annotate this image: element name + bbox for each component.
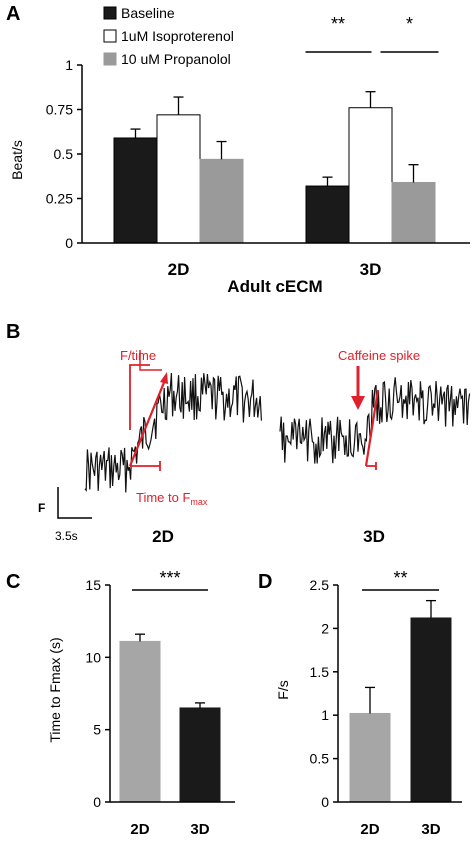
trace-3d [279,377,471,464]
caffeine-arrow-head [351,396,365,410]
slope-line-2d [128,379,167,467]
panel-a-legend: Baseline 1uM Isoproterenol 10 uM Propano… [103,5,234,67]
panel-c-letter: C [6,571,20,593]
panel-c-category-label: 2D [130,821,149,838]
f-time-label: F/time [120,348,156,363]
panel-c-sig-marker: *** [159,568,180,588]
scale-bar-y-label: F [38,501,45,515]
panel-c-significance: *** [132,568,208,591]
scale-bar-lines [57,487,92,519]
panel-d-category-label: 2D [360,821,379,838]
panel-c-ytick-label: 15 [85,577,101,593]
bar-a-2d-isoproterenol [156,114,201,244]
panel-b-letter: B [6,321,20,343]
panel-c-bar-3d [179,707,221,803]
legend-label-isoproterenol: 1uM Isoproterenol [121,28,234,44]
panel-a-ytick-label: 0.75 [46,102,73,118]
panel-c-categories: 2D 3D [130,821,209,838]
panel-a: A Baseline 1uM Isoproterenol 10 uM Propa… [6,3,470,296]
panel-d-letter: D [258,571,272,593]
scale-bar-x-label: 3.5s [55,529,78,543]
panel-c-ytick-label: 10 [85,649,101,665]
panel-a-ytick-label: 0.5 [54,146,74,162]
annotation-caffeine-spike: Caffeine spike [338,348,420,470]
panel-a-yaxis: 0 0.25 0.5 0.75 1 [46,57,82,251]
f-time-bracket [129,364,150,430]
legend-swatch-baseline [103,6,117,20]
f-time-bracket-inner [139,350,162,371]
trace-label-3d: 3D [363,527,385,546]
bar-a-2d-baseline [113,137,158,244]
annotation-slope-2d: Time to Fmax [128,372,208,507]
time-to-fmax-label: Time to Fmax [136,490,208,507]
panel-a-category-label: 2D [168,260,190,279]
trace-2d [84,373,262,493]
panel-d: D F/s 0 0.5 1 1.5 2 2.5 2D 3D ** [258,568,462,838]
panel-d-ytick-label: 2 [321,620,329,636]
panel-d-ytick-label: 1.5 [310,664,330,680]
bar-a-3d-propanolol [391,181,436,244]
legend-label-propanolol: 10 uM Propanolol [121,51,231,67]
panel-d-significance: ** [362,568,439,591]
panel-c-yaxis: 0 5 10 15 [85,577,110,810]
legend-label-baseline: Baseline [121,5,175,21]
bar-a-3d-baseline [305,185,350,244]
panel-a-xlabel: Adult cECM [227,277,322,296]
bar-a-3d-isoproterenol [348,107,393,244]
panel-d-sig-marker: ** [393,568,407,588]
panel-d-bars [349,599,452,803]
panel-d-bar-2d [349,712,391,803]
panel-d-ytick-label: 2.5 [310,577,330,593]
annotation-f-time: F/time [120,348,162,430]
panel-a-category-label: 3D [360,260,382,279]
panel-c-ytick-label: 5 [93,722,101,738]
panel-a-bars [113,91,436,244]
panel-d-bar-3d [410,617,452,803]
panel-d-ytick-label: 1 [321,707,329,723]
panel-d-category-label: 3D [421,821,440,838]
slope-line-3d [364,389,380,467]
panel-c-bars [119,633,221,803]
sig-marker-a-2: * [406,14,413,34]
panel-a-significance: ** * [305,14,439,53]
panel-a-ytick-label: 0 [65,235,73,251]
legend-swatch-propanolol [103,52,117,66]
panel-d-categories: 2D 3D [360,821,440,838]
panel-a-letter: A [6,3,20,25]
panel-c: C Time to Fmax (s) 0 5 10 15 2D 3D *** [6,568,235,838]
trace-label-2d: 2D [152,527,174,546]
panel-d-ytick-label: 0 [321,794,329,810]
panel-a-ylabel: Beat/s [9,140,25,180]
legend-swatch-isoproterenol [103,29,117,43]
panel-c-bar-2d [119,640,161,803]
panel-a-ytick-label: 1 [65,57,73,73]
panel-d-ylabel: F/s [275,680,291,699]
panel-a-categories: 2D 3D [168,260,382,279]
bar-a-2d-propanolol [199,158,244,244]
panel-c-ylabel: Time to Fmax (s) [47,637,63,742]
caffeine-spike-label: Caffeine spike [338,348,420,363]
panel-c-ytick-label: 0 [93,794,101,810]
panel-c-category-label: 3D [190,821,209,838]
panel-b: B F/time Time to Fmax Caffeine spike [6,321,471,546]
panel-a-ytick-label: 0.25 [46,191,73,207]
scale-bar: F 3.5s [38,487,92,543]
panel-d-ytick-label: 0.5 [310,751,330,767]
panel-d-yaxis: 0 0.5 1 1.5 2 2.5 [310,577,338,810]
sig-marker-a-1: ** [331,14,345,34]
slope-arrowhead-2d [160,372,168,384]
